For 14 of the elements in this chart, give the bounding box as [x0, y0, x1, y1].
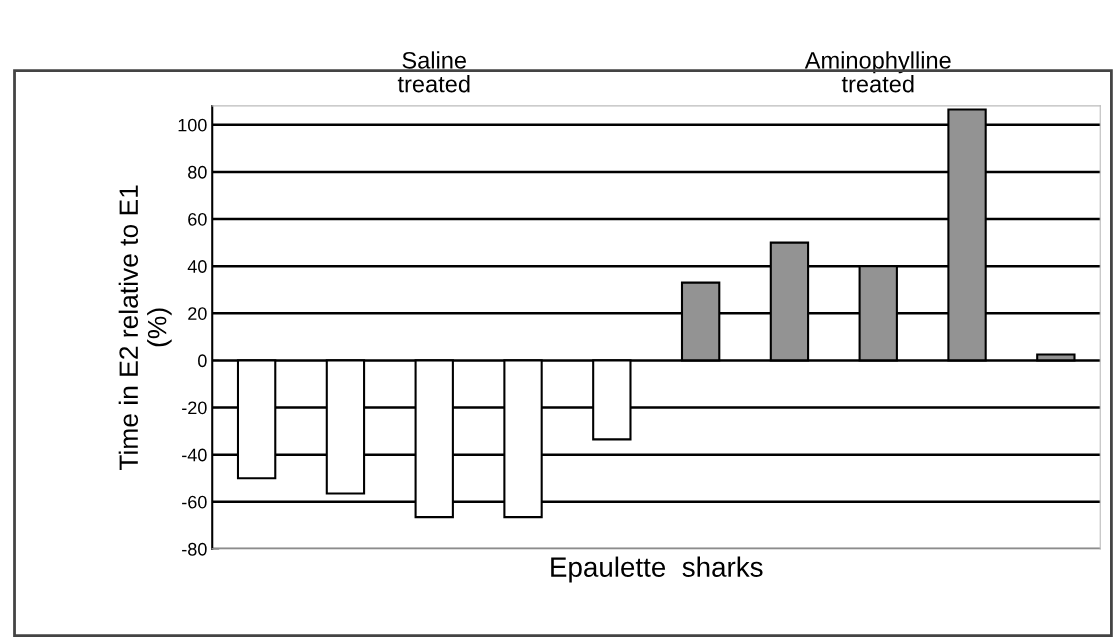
- y-tick-label: 20: [188, 307, 207, 320]
- text: Saline treated: [397, 51, 470, 93]
- y-tick-label: -40: [182, 448, 207, 462]
- x-axis-title: Epaulette sharks: [551, 556, 763, 583]
- y-tick-label: 100: [178, 118, 207, 132]
- y-tick-label: -20: [182, 401, 207, 415]
- y-tick-label: -60: [182, 495, 207, 509]
- y-tick-label: -80: [182, 542, 207, 556]
- y-axis-title: Time in E2 relative to E1 (%): [118, 185, 172, 471]
- text: Aminophylline treated: [804, 51, 951, 93]
- y-tick-label: 0: [198, 354, 207, 368]
- y-tick-label: 40: [187, 260, 207, 273]
- y-tick-label: 80: [188, 165, 207, 179]
- y-tick-label: 60: [188, 212, 207, 226]
